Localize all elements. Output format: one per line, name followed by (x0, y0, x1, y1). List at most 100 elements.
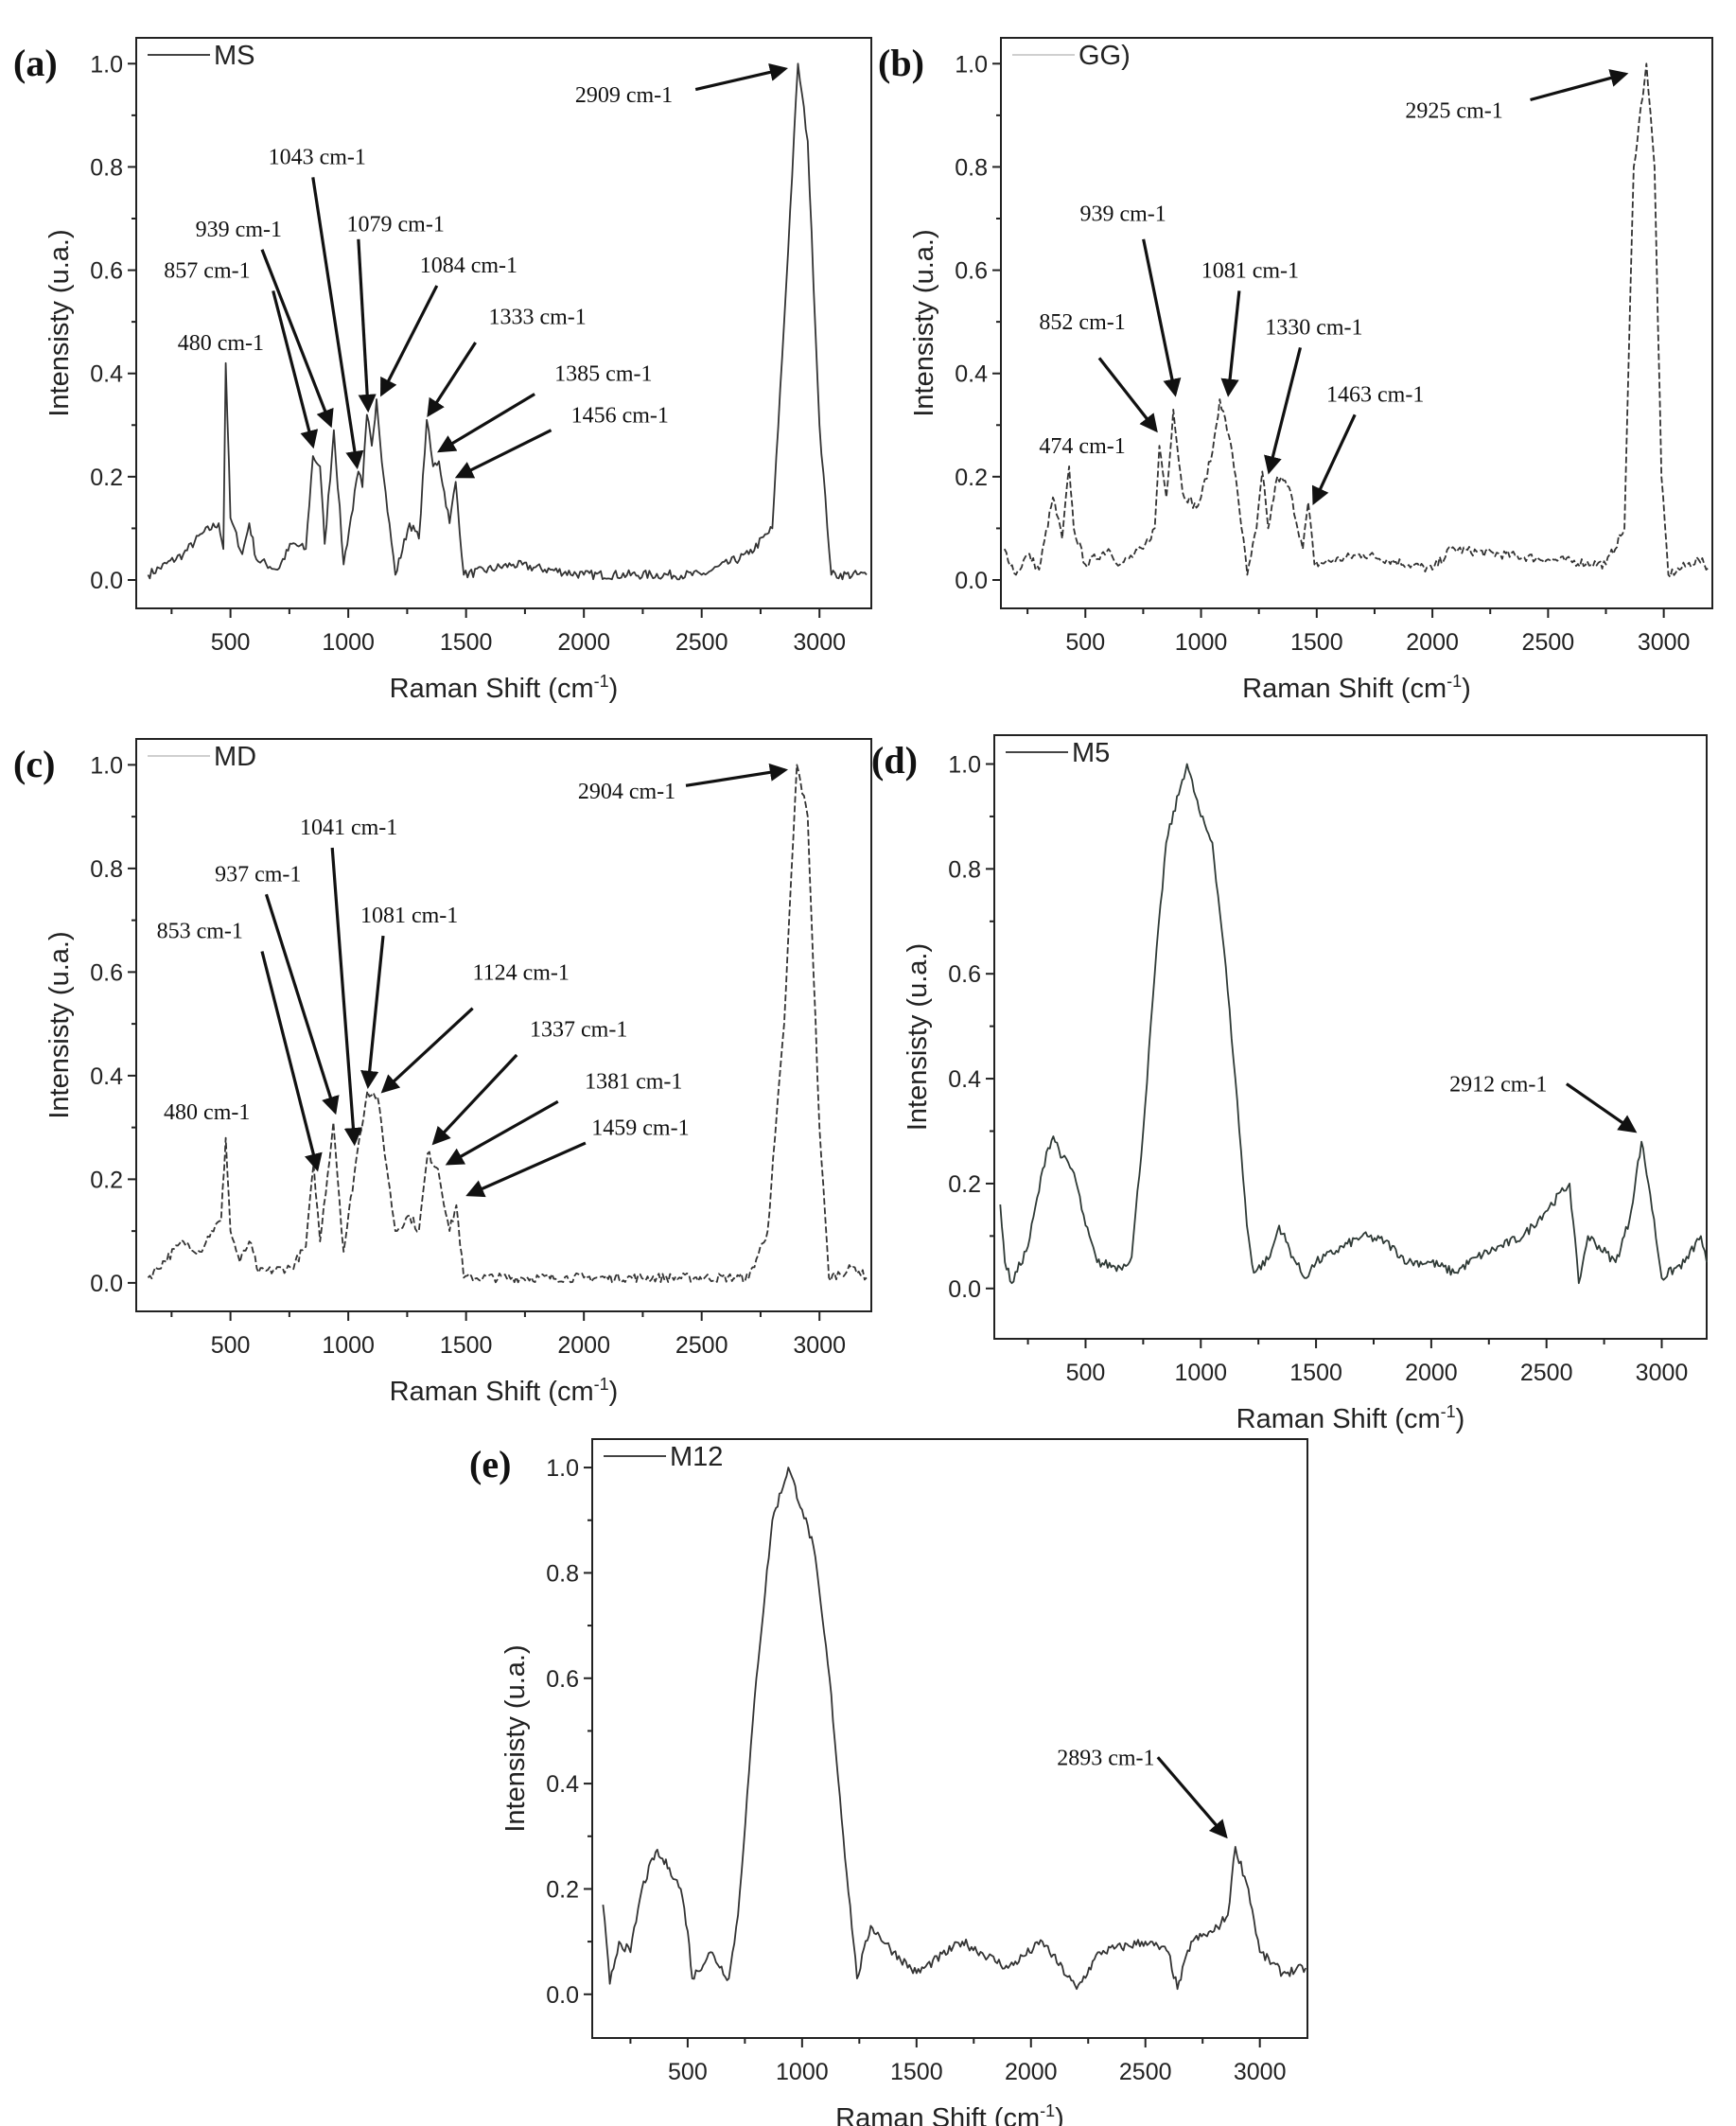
peak-annotation-label: 1381 cm-1 (585, 1069, 682, 1094)
y-tick-label: 0.6 (948, 961, 981, 988)
peak-annotation-arrow (380, 1007, 474, 1094)
y-tick-label: 0.2 (546, 1876, 579, 1903)
peak-annotation-arrow (427, 342, 477, 418)
x-tick-label: 3000 (793, 629, 846, 656)
x-tick-label: 2000 (1005, 2059, 1058, 2085)
x-tick-label: 2000 (1405, 1360, 1458, 1386)
peak-annotation-arrow (264, 893, 340, 1116)
spectrum-line (1003, 62, 1711, 578)
peak-annotation-arrow (431, 1053, 518, 1146)
y-tick-label: 1.0 (90, 752, 123, 779)
y-tick-label: 0.4 (546, 1771, 579, 1798)
x-tick-label: 3000 (793, 1332, 846, 1359)
spectrum-line (147, 62, 868, 581)
peak-annotation-label: 2893 cm-1 (1057, 1746, 1154, 1770)
x-tick-label: 1500 (440, 1332, 493, 1359)
peak-annotation-label: 1043 cm-1 (269, 146, 366, 170)
x-tick-label: 3000 (1638, 629, 1691, 656)
panel-label: (d) (871, 739, 918, 782)
peak-annotation-arrow (685, 763, 789, 787)
peak-annotation-arrow (437, 393, 535, 453)
x-tick-label: 2500 (1522, 629, 1575, 656)
y-axis-title: Intensisty (u.a.) (500, 1644, 531, 1832)
x-tick-label: 2500 (1119, 2059, 1172, 2085)
chart-panel-e: 0.0 0.2 0.4 0.6 0.8 1.0 500 1000 1500 2000 2500 300… (469, 1438, 1308, 2126)
peak-annotation-label: 853 cm-1 (157, 920, 243, 944)
peak-annotation-arrow (357, 238, 377, 413)
peak-annotation-arrow (694, 62, 788, 92)
legend-label: MS (214, 41, 255, 71)
peak-annotation-arrow (1311, 413, 1357, 506)
y-tick-label: 0.4 (90, 1063, 123, 1090)
x-tick-label: 2500 (675, 629, 728, 656)
y-tick-label: 0.0 (948, 1276, 981, 1303)
y-tick-label: 0.8 (948, 856, 981, 883)
peak-annotation-arrow (1156, 1756, 1228, 1839)
y-tick-label: 0.8 (90, 856, 123, 883)
legend-label: MD (214, 742, 256, 772)
y-tick-label: 0.4 (948, 1066, 981, 1093)
x-tick-label: 2000 (557, 1332, 610, 1359)
y-axis-title: Intensisty (u.a.) (909, 229, 939, 416)
x-tick-label: 500 (1066, 1360, 1106, 1386)
peak-annotation-label: 474 cm-1 (1039, 434, 1125, 459)
x-tick-label: 1000 (322, 629, 375, 656)
y-tick-label: 0.8 (955, 154, 988, 181)
x-axis-title: Raman Shift (cm-1) (1242, 672, 1471, 704)
x-tick-label: 1000 (1174, 1360, 1227, 1386)
y-tick-label: 0.2 (90, 465, 123, 491)
y-tick-label: 0.0 (90, 1271, 123, 1297)
y-tick-label: 1.0 (955, 51, 988, 78)
peak-annotation-label: 1041 cm-1 (300, 816, 397, 840)
peak-annotation-label: 2925 cm-1 (1405, 98, 1502, 123)
plot-frame (135, 738, 872, 1312)
panel-label: (b) (878, 42, 924, 84)
x-tick-label: 3000 (1234, 2059, 1287, 2085)
peak-annotation-arrow (1220, 290, 1241, 397)
peak-annotation-arrow (360, 935, 385, 1090)
peak-annotation-label: 1456 cm-1 (571, 403, 669, 428)
peak-annotation-label: 939 cm-1 (196, 218, 282, 242)
peak-annotation-arrow (1264, 347, 1303, 475)
peak-annotation-label: 857 cm-1 (164, 259, 250, 284)
plot-frame (591, 1438, 1308, 2039)
y-tick-label: 0.4 (955, 361, 988, 388)
x-tick-label: 2500 (675, 1332, 728, 1359)
legend-label: M12 (670, 1442, 723, 1472)
x-tick-label: 1500 (890, 2059, 943, 2085)
peak-annotation-label: 480 cm-1 (164, 1100, 250, 1125)
chart-panel-d: 0.0 0.2 0.4 0.6 0.8 1.0 500 1000 1500 2000 2500 300… (871, 734, 1708, 1434)
y-tick-label: 0.2 (955, 465, 988, 491)
y-tick-label: 0.6 (90, 959, 123, 986)
peak-annotation-label: 1463 cm-1 (1326, 383, 1424, 408)
y-tick-label: 0.6 (90, 258, 123, 285)
y-tick-label: 0.8 (90, 154, 123, 181)
x-tick-label: 500 (1065, 629, 1105, 656)
y-tick-label: 0.6 (955, 258, 988, 285)
y-tick-label: 0.2 (90, 1167, 123, 1193)
peak-annotation-arrow (260, 951, 323, 1172)
x-tick-label: 1000 (322, 1332, 375, 1359)
peak-annotation-label: 2912 cm-1 (1449, 1073, 1547, 1098)
x-tick-label: 1000 (776, 2059, 829, 2085)
spectrum-line (147, 764, 868, 1284)
y-tick-label: 1.0 (90, 51, 123, 78)
peak-annotation-arrow (1565, 1082, 1638, 1133)
y-tick-label: 1.0 (948, 751, 981, 778)
peak-annotation-label: 1330 cm-1 (1265, 316, 1362, 341)
peak-annotation-label: 1124 cm-1 (472, 960, 569, 985)
y-tick-label: 0.4 (90, 361, 123, 388)
peak-annotation-label: 852 cm-1 (1039, 310, 1125, 335)
peak-annotation-arrow (330, 847, 362, 1147)
y-tick-label: 0.0 (955, 568, 988, 594)
x-axis-title: Raman Shift (cm-1) (1236, 1402, 1465, 1434)
peak-annotation-label: 1333 cm-1 (488, 306, 586, 330)
y-axis-title: Intensisty (u.a.) (903, 943, 933, 1131)
x-axis-title: Raman Shift (cm-1) (835, 2101, 1064, 2126)
y-tick-label: 0.2 (948, 1171, 981, 1198)
y-tick-label: 1.0 (546, 1455, 579, 1482)
peak-annotation-arrow (445, 1099, 559, 1166)
peak-annotation-label: 2909 cm-1 (575, 83, 673, 108)
peak-annotation-label: 939 cm-1 (1079, 202, 1166, 227)
